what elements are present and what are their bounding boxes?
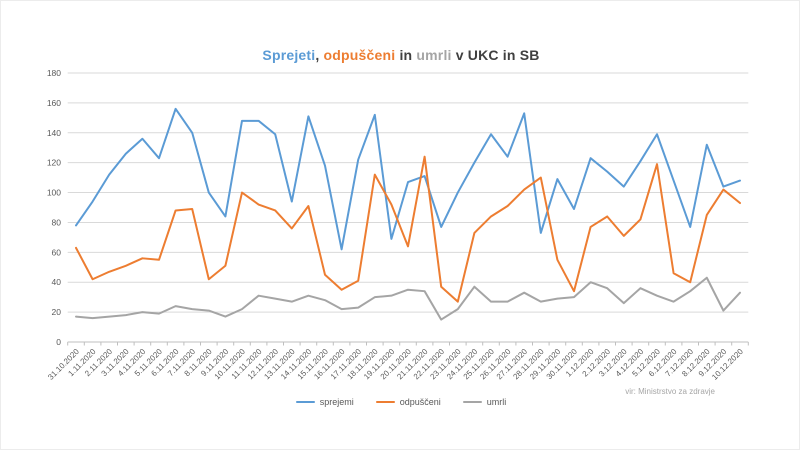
series-line-odpuščeni [75,155,741,303]
series-line-umrli [75,276,741,321]
y-axis-label: 160 [47,98,61,108]
title-part: v UKC in SB [451,47,540,63]
title-part: , [315,47,324,63]
title-part: odpuščeni [323,47,396,63]
y-axis-label: 40 [52,277,62,287]
legend-item-odpuščeni: odpuščeni [375,397,441,407]
y-axis-label: 140 [47,128,61,138]
legend-item-sprejemi: sprejemi [295,397,354,407]
legend-swatch [375,400,395,404]
y-axis-label: 120 [47,158,61,168]
y-axis-label: 0 [56,337,61,347]
y-axis-label: 100 [47,188,61,198]
legend-label: umrli [486,397,507,407]
legend-swatch [295,400,315,404]
series-line-sprejemi [75,107,741,251]
y-axis-label: 80 [52,217,62,227]
title-part: Sprejeti [262,47,316,63]
title-part: umrli [416,47,452,63]
legend-label: sprejemi [319,397,354,407]
legend: sprejemi odpuščeni umrli [1,397,799,407]
y-axis-label: 60 [52,247,62,257]
y-axis-label: 180 [47,68,61,78]
legend-label: odpuščeni [399,397,441,407]
title-part: in [395,47,417,63]
page-title: Sprejeti, odpuščeni in umrli v UKC in SB [1,47,799,63]
legend-item-umrli: umrli [462,397,507,407]
source-note: vir: Ministrstvo za zdravje [625,387,715,396]
legend-swatch [462,400,482,404]
y-axis-label: 20 [52,307,62,317]
